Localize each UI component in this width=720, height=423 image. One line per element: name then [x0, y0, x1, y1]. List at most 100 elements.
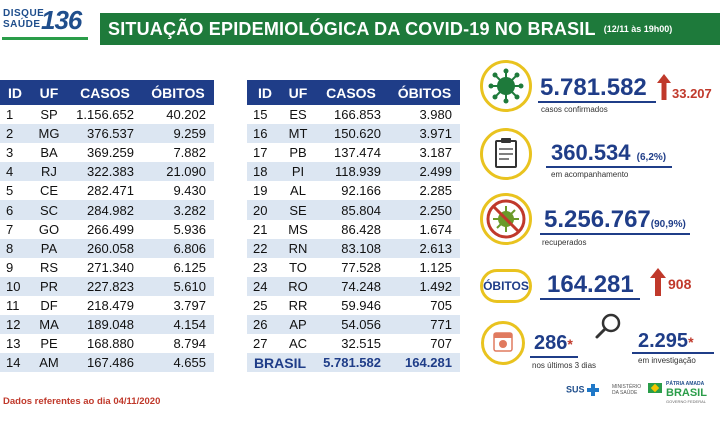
table-row: 13 PE 168.880 8.794 [0, 334, 214, 354]
row-obitos: 21.090 [142, 162, 214, 182]
table-row: 5 CE 282.471 9.430 [0, 181, 214, 201]
row-uf: PR [30, 276, 68, 296]
row-casos: 376.537 [68, 124, 142, 144]
table-row: 21 MS 86.428 1.674 [247, 219, 460, 239]
row-id: 25 [247, 295, 283, 316]
row-uf: PE [30, 334, 68, 354]
table-row: 22 RN 83.108 2.613 [247, 238, 460, 258]
row-id: 12 [0, 315, 30, 335]
last-days-underline [530, 356, 578, 358]
monitoring-percent: (6,2%) [636, 152, 667, 163]
investigation-value: 2.295* [638, 330, 694, 352]
total-row: BRASIL 5.781.582 164.281 [247, 353, 460, 373]
confirmed-underline [538, 101, 656, 103]
row-casos: 260.058 [68, 238, 142, 258]
arrow-up-icon [650, 268, 666, 296]
table-row: 2 MG 376.537 9.259 [0, 124, 214, 144]
deaths-badge: ÓBITOS [480, 269, 532, 303]
row-id: 8 [0, 238, 30, 258]
col-id: ID [247, 80, 283, 105]
row-uf: RR [283, 295, 313, 316]
monitoring-label: em acompanhamento [551, 170, 629, 179]
row-casos: 77.528 [313, 257, 389, 277]
flag-icon [648, 383, 662, 393]
logo-underline [2, 37, 88, 40]
col-obitos: ÓBITOS [142, 80, 214, 105]
row-uf: RN [283, 238, 313, 258]
table-row: 27 AC 32.515 707 [247, 334, 460, 354]
row-uf: PI [283, 162, 313, 182]
table-header: ID UF CASOS ÓBITOS [247, 80, 460, 105]
table-row: 7 GO 266.499 5.936 [0, 219, 214, 239]
states-table-left: ID UF CASOS ÓBITOS 1 SP 1.156.652 40.202 2 MG… [0, 80, 214, 373]
row-uf: DF [30, 295, 68, 316]
clipboard-icon [480, 128, 532, 180]
row-id: 19 [247, 181, 283, 201]
row-obitos: 1.674 [389, 219, 460, 239]
row-uf: AM [30, 353, 68, 373]
confirmed-cases-value: 5.781.582 [540, 74, 647, 101]
row-obitos: 40.202 [142, 105, 214, 125]
table-row: 6 SC 284.982 3.282 [0, 200, 214, 220]
table-row: 19 AL 92.166 2.285 [247, 181, 460, 201]
row-casos: 227.823 [68, 276, 142, 296]
row-obitos: 2.499 [389, 162, 460, 182]
row-id: 26 [247, 315, 283, 335]
row-uf: BA [30, 143, 68, 163]
row-obitos: 2.250 [389, 200, 460, 220]
row-obitos: 9.430 [142, 181, 214, 201]
row-obitos: 771 [389, 315, 460, 335]
col-id: ID [0, 80, 30, 105]
row-obitos: 5.610 [142, 276, 214, 296]
row-uf: RJ [30, 162, 68, 182]
row-obitos: 3.797 [142, 295, 214, 316]
confirmed-delta: 33.207 [672, 86, 712, 101]
table-row: 12 MA 189.048 4.154 [0, 315, 214, 335]
row-uf: ES [283, 105, 313, 125]
row-uf: RS [30, 257, 68, 277]
last-days-mark: * [567, 336, 573, 352]
row-obitos: 2.613 [389, 238, 460, 258]
last-days-value: 286* [534, 332, 573, 354]
row-obitos: 1.125 [389, 257, 460, 277]
row-obitos: 7.882 [142, 143, 214, 163]
row-uf: MG [30, 124, 68, 144]
table-row: 16 MT 150.620 3.971 [247, 124, 460, 144]
row-casos: 1.156.652 [68, 105, 142, 125]
governo-brasil-logo: PÁTRIA AMADA BRASIL GOVERNO FEDERAL [648, 380, 716, 406]
table-row: 26 AP 54.056 771 [247, 315, 460, 335]
table-row: 8 PA 260.058 6.806 [0, 238, 214, 258]
row-obitos: 707 [389, 334, 460, 354]
row-uf: GO [30, 219, 68, 239]
row-casos: 118.939 [313, 162, 389, 182]
row-id: 20 [247, 200, 283, 220]
sus-logo: SUS [566, 384, 600, 396]
row-uf: MT [283, 124, 313, 144]
row-id: 7 [0, 219, 30, 239]
row-casos: 322.383 [68, 162, 142, 182]
row-uf: PB [283, 143, 313, 163]
recovered-underline [540, 233, 690, 235]
table-row: 1 SP 1.156.652 40.202 [0, 105, 214, 125]
table-row: 18 PI 118.939 2.499 [247, 162, 460, 182]
row-id: 5 [0, 181, 30, 201]
col-obitos: ÓBITOS [389, 80, 460, 105]
table-row: 24 RO 74.248 1.492 [247, 276, 460, 296]
row-obitos: 4.154 [142, 315, 214, 335]
row-casos: 167.486 [68, 353, 142, 373]
row-casos: 150.620 [313, 124, 389, 144]
deaths-underline [540, 298, 640, 300]
total-label: BRASIL [247, 353, 313, 373]
row-casos: 166.853 [313, 105, 389, 125]
row-casos: 54.056 [313, 315, 389, 335]
row-uf: PA [30, 238, 68, 258]
total-casos: 5.781.582 [313, 353, 389, 373]
row-casos: 271.340 [68, 257, 142, 277]
row-uf: MS [283, 219, 313, 239]
row-casos: 74.248 [313, 276, 389, 296]
row-casos: 284.982 [68, 200, 142, 220]
logo-text: DISQUE SAÚDE [3, 8, 45, 30]
row-obitos: 1.492 [389, 276, 460, 296]
row-id: 15 [247, 105, 283, 125]
logo-number: 136 [41, 5, 82, 35]
